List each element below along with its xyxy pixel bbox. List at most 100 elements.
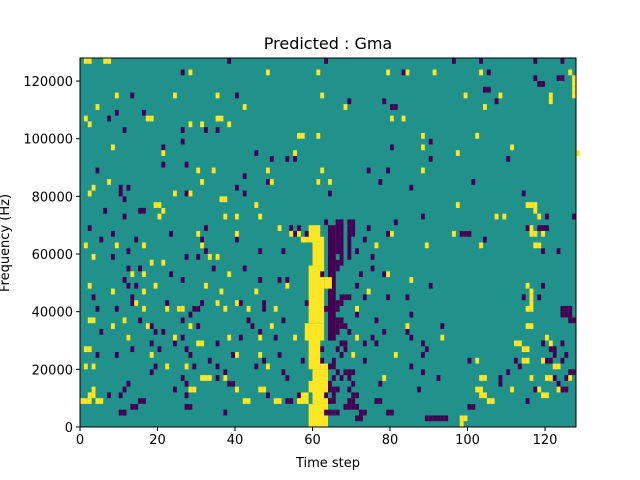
heatmap-cell-high: [188, 323, 193, 329]
heatmap-cell-low: [184, 161, 189, 168]
heatmap-cell-low: [99, 236, 104, 243]
heatmap-cell-low: [118, 184, 123, 191]
heatmap-cell-high: [525, 323, 530, 329]
heatmap-cell-high: [545, 334, 549, 341]
heatmap-cell-high: [83, 242, 88, 249]
heatmap-cell-high: [390, 230, 394, 237]
heatmap-cell-low: [196, 254, 201, 260]
heatmap-cell-low: [281, 317, 286, 324]
heatmap-cell-high: [316, 132, 321, 139]
heatmap-cell-high: [145, 115, 150, 122]
heatmap-cell-low: [215, 127, 220, 133]
heatmap-cell-low: [304, 300, 309, 306]
heatmap-cell-low: [428, 156, 433, 162]
heatmap-cell-low: [231, 380, 235, 387]
heatmap-cell-low: [347, 98, 352, 105]
heatmap-cell-low: [541, 340, 545, 347]
heatmap-cell-low: [134, 282, 139, 289]
heatmap-cell-low: [545, 357, 549, 364]
heatmap-cell-high: [200, 375, 204, 381]
heatmap-cell-low: [355, 248, 359, 255]
heatmap-cell-high: [161, 207, 166, 214]
heatmap-cell-low: [328, 190, 332, 197]
heatmap-cell-low: [122, 386, 127, 393]
heatmap-cell-low: [157, 346, 162, 353]
heatmap-cell-high: [246, 398, 251, 404]
heatmap-cell-low: [184, 190, 189, 197]
x-tick-label: 60: [304, 433, 321, 448]
heatmap-cell-low: [432, 415, 437, 422]
heatmap-cell-low: [335, 265, 340, 272]
heatmap-cell-low: [339, 352, 344, 358]
heatmap-cell-low: [436, 375, 441, 381]
heatmap-cell-high: [223, 305, 228, 312]
heatmap-cell-low: [401, 69, 406, 76]
heatmap-cell-low: [428, 415, 433, 422]
y-axis-ticks: 0 20000 40000 60000 80000 100000 120000: [23, 75, 80, 436]
heatmap-cell-low: [169, 230, 173, 237]
heatmap-cell-high: [537, 386, 542, 393]
heatmap-cell-low: [118, 190, 123, 197]
x-tick-label: 20: [149, 433, 166, 448]
heatmap-cell-low: [196, 305, 201, 312]
heatmap-cell-high: [95, 398, 100, 404]
heatmap-cell-high: [161, 259, 166, 266]
heatmap-cell-low: [285, 156, 290, 162]
heatmap-cell-low: [521, 294, 526, 301]
heatmap-cell-high: [87, 398, 92, 404]
heatmap-cell-high: [258, 386, 263, 393]
heatmap-cell-high: [142, 305, 146, 312]
heatmap-cell-high: [173, 190, 177, 197]
heatmap-cell-low: [506, 156, 511, 162]
heatmap-cell-low: [114, 109, 119, 116]
heatmap-cell-low: [428, 282, 433, 289]
heatmap-cell-high: [87, 190, 92, 197]
heatmap-cell-high: [486, 398, 491, 404]
heatmap-cell-high: [215, 92, 220, 99]
heatmap-cell-high: [134, 300, 139, 306]
heatmap-cell-low: [564, 311, 569, 318]
heatmap-cell-low: [180, 317, 185, 324]
heatmap-cell-high: [204, 282, 208, 289]
heatmap-cell-low: [328, 271, 332, 278]
heatmap-cell-high: [382, 375, 387, 381]
heatmap-cell-low: [339, 317, 344, 324]
heatmap-cell-low: [572, 317, 576, 324]
heatmap-cell-low: [347, 398, 352, 404]
heatmap-cell-low: [130, 403, 135, 410]
heatmap-cell-low: [300, 357, 305, 364]
heatmap-cell-high: [83, 363, 88, 370]
heatmap-cell-high: [273, 305, 278, 312]
heatmap-cell-high: [142, 288, 146, 295]
heatmap-cell-high: [498, 92, 503, 99]
heatmap-cell-low: [444, 415, 449, 422]
heatmap-cell-low: [483, 86, 487, 93]
heatmap-cell-low: [386, 409, 390, 416]
heatmap-cell-high: [300, 132, 305, 139]
heatmap-cell-high: [463, 92, 468, 99]
heatmap-cell-high: [517, 340, 522, 347]
heatmap-cell-low: [533, 58, 538, 64]
heatmap-cell-low: [328, 363, 332, 370]
heatmap-cell-high: [525, 346, 530, 353]
heatmap-cell-low: [347, 403, 352, 410]
heatmap-cell-low: [556, 380, 561, 387]
x-tick-label: 120: [533, 433, 558, 448]
heatmap-cell-low: [541, 248, 545, 255]
heatmap-cell-low: [541, 225, 545, 231]
heatmap-cell-high: [87, 317, 92, 324]
heatmap-cell-high: [548, 340, 553, 347]
heatmap-cell-high: [366, 288, 371, 295]
heatmap-cell-low: [390, 144, 394, 151]
heatmap-cell-low: [560, 386, 565, 393]
heatmap-cell-low: [114, 352, 119, 358]
heatmap-cell-low: [126, 248, 131, 255]
heatmap-cell-low: [142, 109, 146, 116]
heatmap-cell-low: [235, 184, 239, 191]
heatmap-cell-low: [359, 271, 363, 278]
heatmap-cell-low: [281, 369, 286, 376]
heatmap-cell-high: [490, 398, 495, 404]
heatmap-cell-high: [227, 121, 232, 128]
heatmap-cell-high: [541, 392, 545, 399]
heatmap-cell-high: [215, 300, 220, 306]
